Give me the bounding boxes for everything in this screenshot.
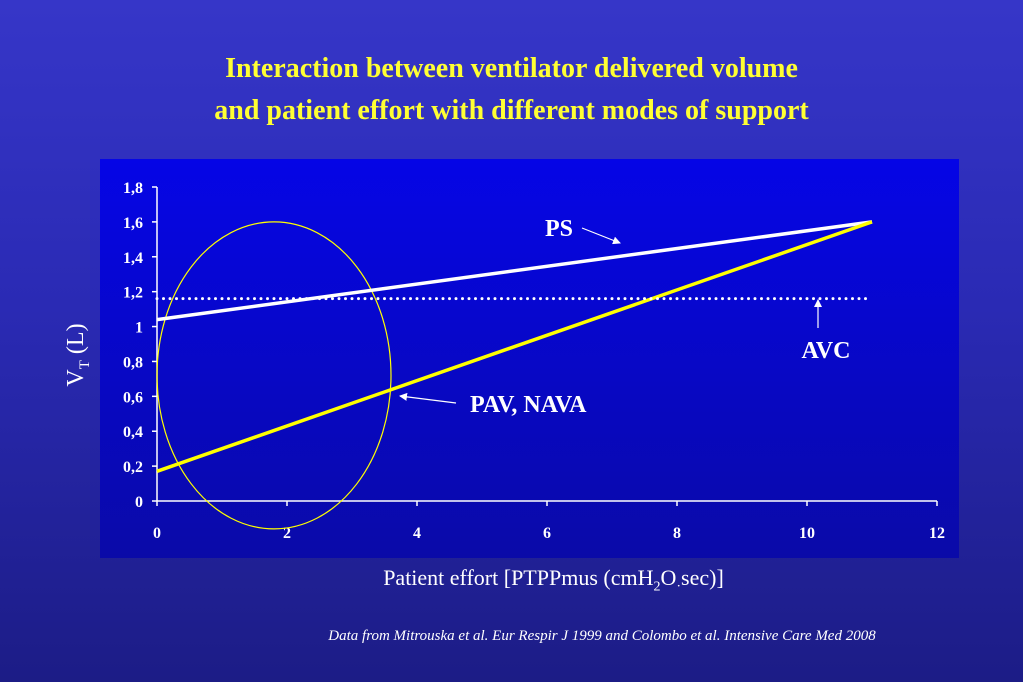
y-tick-label: 0,8 [123, 354, 143, 371]
x-tick-label: 12 [929, 525, 945, 542]
y-tick-label: 0,2 [123, 459, 143, 476]
x-axis-title-dot: · [676, 579, 682, 595]
annotation-label-avc: AVC [802, 338, 851, 364]
series-line-pav-nava [156, 220, 873, 473]
x-axis-title-o: O [660, 565, 677, 590]
x-axis-title-main: Patient effort [PTPPmus (cmH [383, 565, 654, 590]
source-footnote: Data from Mitrouska et al. Eur Respir J … [328, 628, 876, 644]
plot-background [100, 159, 959, 558]
slide-title: Interaction between ventilator delivered… [0, 48, 1023, 132]
y-axis-title-unit: (L) [63, 323, 89, 360]
y-tick-label: 1,4 [123, 250, 143, 267]
series-line-ps [156, 220, 873, 322]
y-tick-label: 1,2 [123, 285, 143, 302]
annotation-label-ps: PS [545, 216, 573, 242]
highlight-ellipse [156, 221, 392, 530]
y-tick-label: 0,6 [123, 389, 143, 406]
y-axis-title: VT (L) [63, 323, 93, 386]
y-axis-title-subscript: T [77, 360, 93, 369]
y-axis-title-main: V [63, 369, 89, 387]
x-tick-label: 4 [413, 525, 421, 542]
annotation-arrow-ps [581, 227, 621, 245]
x-axis-title-end: sec)] [681, 565, 724, 590]
x-axis-title: Patient effort [PTPPmus (cmH2O·sec)] [0, 565, 1023, 595]
x-axis-title-subscript: 2 [653, 579, 661, 595]
x-tick-label: 2 [283, 525, 291, 542]
y-tick-label: 0 [135, 494, 143, 511]
annotations: PS PAV, NAVA AVC [399, 216, 851, 418]
axes: 0 0,2 0,4 0,6 0,8 1 1,2 1,4 1,6 1,8 0 2 4 6 8 10 12 [123, 180, 945, 542]
slide-title-line-1: Interaction between ventilator delivered… [225, 53, 798, 84]
annotation-arrow-pav-nava [399, 392, 457, 404]
y-tick-label: 1,8 [123, 180, 143, 197]
x-tick-label: 8 [673, 525, 681, 542]
x-tick-label: 10 [799, 525, 815, 542]
x-tick-label: 6 [543, 525, 551, 542]
annotation-label-pav-nava: PAV, NAVA [470, 392, 587, 418]
y-tick-label: 1,6 [123, 215, 143, 232]
slide-title-line-2: and patient effort with different modes … [214, 95, 809, 126]
series-layer [155, 220, 874, 530]
y-tick-label: 1 [135, 320, 143, 337]
x-tick-label: 0 [153, 525, 161, 542]
y-tick-label: 0,4 [123, 424, 143, 441]
